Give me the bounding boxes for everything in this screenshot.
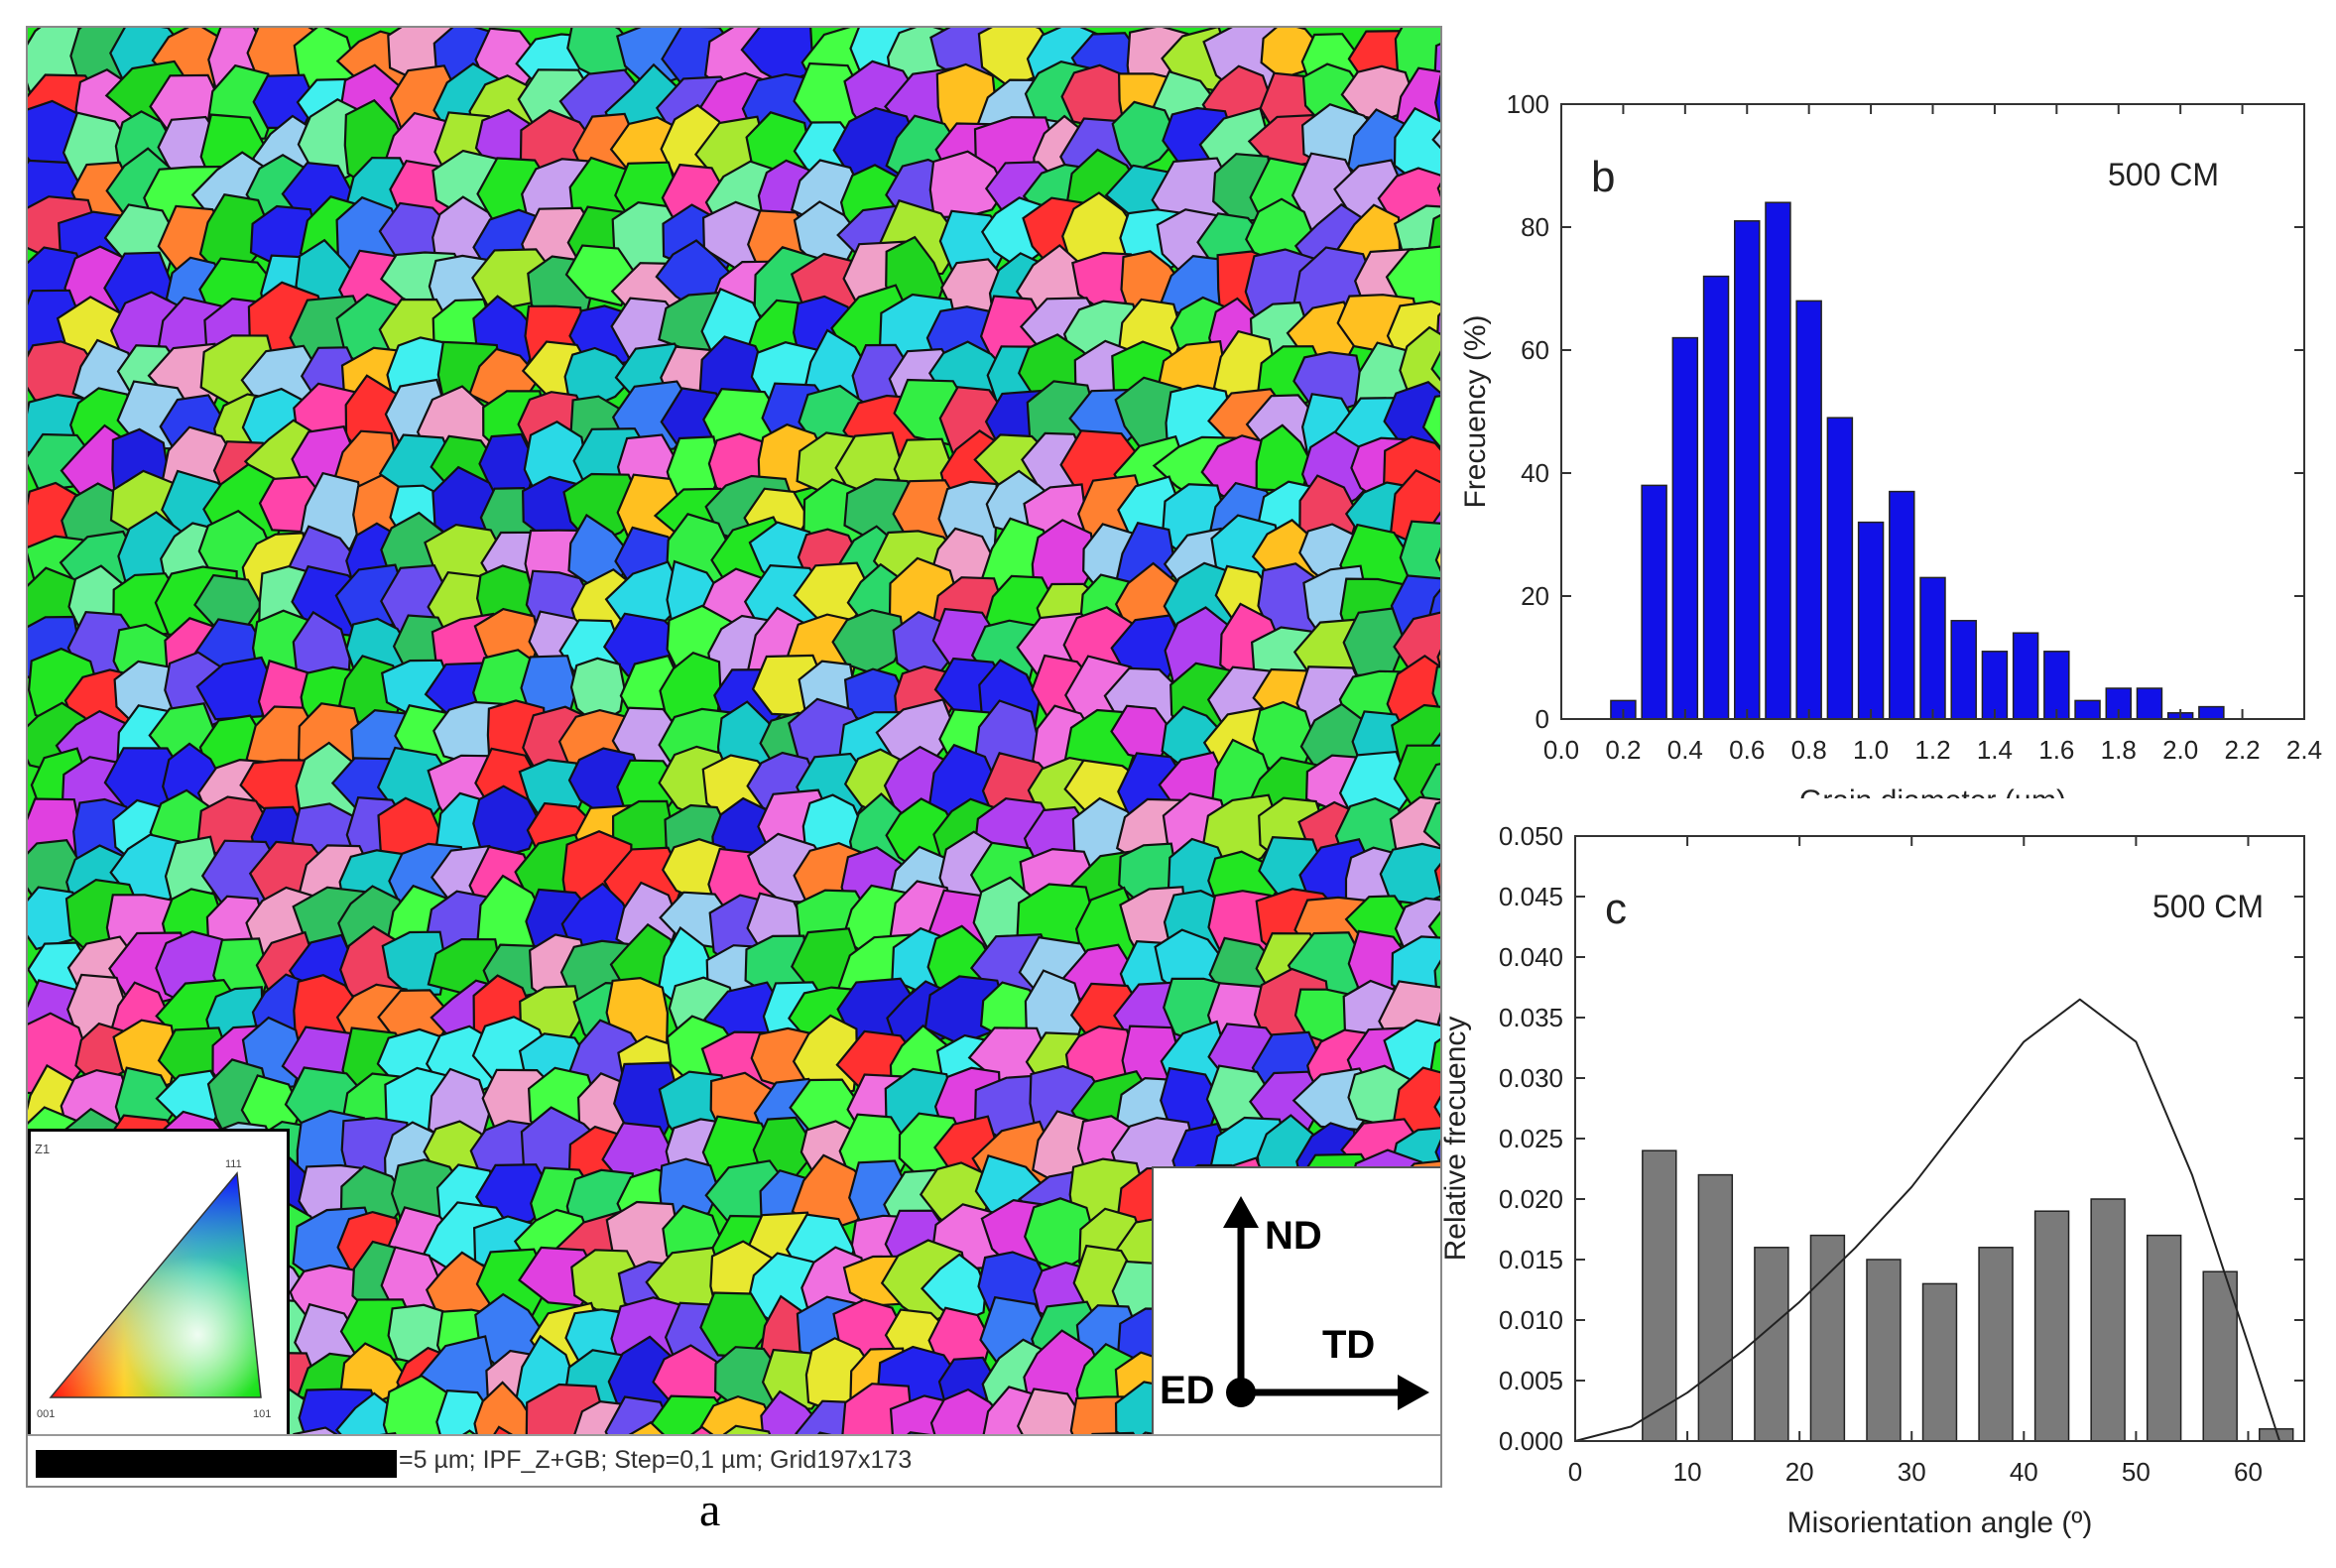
y-tick-label: 0.015 — [1499, 1245, 1563, 1274]
x-tick-label: 10 — [1673, 1457, 1702, 1487]
y-tick-label: 0.050 — [1499, 821, 1563, 851]
x-tick-label: 0.6 — [1729, 735, 1765, 765]
ebsd-map-panel: Z1 111 001 101 ND TD ED =5 µm; IPF_Z+GB;… — [26, 26, 1442, 1488]
bar — [1889, 490, 1915, 720]
scale-info-text: =5 µm; IPF_Z+GB; Step=0,1 µm; Grid197x17… — [399, 1446, 913, 1474]
y-tick-label: 100 — [1507, 89, 1549, 119]
bar — [2198, 705, 2225, 720]
bar — [1641, 484, 1667, 720]
bars — [1610, 201, 2225, 720]
x-tick-label: 40 — [2010, 1457, 2038, 1487]
x-tick-label: 0.4 — [1667, 735, 1703, 765]
y-tick-label: 0.020 — [1499, 1184, 1563, 1214]
bar — [2105, 687, 2132, 720]
ipf-color-legend: Z1 111 001 101 — [28, 1129, 290, 1438]
bar — [1921, 1282, 1958, 1442]
bar — [1765, 201, 1791, 720]
nd-label: ND — [1265, 1214, 1322, 1258]
y-tick-label: 60 — [1521, 335, 1549, 365]
bar — [2136, 687, 2163, 720]
td-arrow-head — [1398, 1375, 1429, 1410]
x-tick-label: 0.0 — [1543, 735, 1579, 765]
x-tick-label: 1.8 — [2101, 735, 2137, 765]
scale-bar — [36, 1450, 397, 1478]
ebsd-grain-map — [28, 28, 1440, 1434]
x-axis-label: Misorientation angle (º) — [1787, 1507, 2093, 1539]
bar — [2043, 651, 2070, 720]
bar — [1981, 651, 2009, 720]
y-tick-label: 0.025 — [1499, 1124, 1563, 1153]
y-tick-label: 0.005 — [1499, 1366, 1563, 1395]
bar — [1734, 220, 1761, 720]
bar — [1866, 1259, 1902, 1442]
bar — [1826, 417, 1854, 720]
bar — [1809, 1234, 1846, 1442]
y-tick-label: 0 — [1536, 704, 1549, 734]
bar — [2090, 1198, 2126, 1442]
bar — [2146, 1234, 2182, 1442]
bar — [1702, 275, 1730, 720]
bar — [1857, 521, 1885, 720]
bar — [1697, 1173, 1734, 1442]
distribution-curve — [1574, 998, 2281, 1442]
x-tick-label: 30 — [1898, 1457, 1926, 1487]
x-tick-label: 1.0 — [1853, 735, 1889, 765]
legend-corner-z1: Z1 — [35, 1142, 50, 1156]
x-tick-label: 0.2 — [1605, 735, 1641, 765]
y-tick-label: 80 — [1521, 212, 1549, 242]
bar — [1795, 300, 1822, 720]
misorientation-chart: 0 10 20 30 40 50 60 0.000 0.005 0.010 0.015 0.020 0.… — [1443, 821, 2305, 1539]
y-tick-label: 0.045 — [1499, 882, 1563, 911]
x-tick-label: 2.4 — [2286, 735, 2322, 765]
y-axis-label: Relative frecuency — [1443, 1017, 1472, 1262]
panel-letter: b — [1591, 153, 1615, 201]
td-label: TD — [1322, 1323, 1376, 1367]
bar — [1754, 1247, 1789, 1442]
legend-corner-001: 001 — [37, 1408, 55, 1420]
bar — [1978, 1247, 2014, 1442]
x-tick-label: 2.2 — [2225, 735, 2261, 765]
bar — [1919, 576, 1946, 720]
grain-cells — [28, 28, 1440, 1434]
panel-a-letter: a — [699, 1484, 721, 1536]
legend-corner-101: 101 — [253, 1408, 271, 1420]
y-tick-label: 0.010 — [1499, 1305, 1563, 1335]
x-tick-label: 1.6 — [2038, 735, 2074, 765]
sample-axes-box: ND TD ED — [1152, 1166, 1440, 1438]
x-tick-label: 50 — [2122, 1457, 2151, 1487]
bar — [2202, 1270, 2238, 1442]
scale-strip: =5 µm; IPF_Z+GB; Step=0,1 µm; Grid197x17… — [28, 1434, 1440, 1486]
x-axis-label: Grain diameter (µm) — [1799, 784, 2066, 798]
x-tick-label: 1.2 — [1914, 735, 1950, 765]
x-tick-label: 0 — [1568, 1457, 1582, 1487]
y-tick-label: 0.000 — [1499, 1426, 1563, 1456]
annotation-label: 500 CM — [2108, 157, 2219, 192]
x-tick-label: 0.8 — [1791, 735, 1827, 765]
legend-corner-111: 111 — [225, 1158, 242, 1170]
panel-letter: c — [1605, 885, 1627, 933]
y-axis-label: Frecuency (%) — [1459, 314, 1492, 508]
y-tick-label: 40 — [1521, 458, 1549, 488]
ed-dot — [1226, 1378, 1256, 1407]
y-tick-label: 0.030 — [1499, 1063, 1563, 1093]
nd-arrow-head — [1223, 1196, 1259, 1228]
grain-diameter-chart: 0.0 0.2 0.4 0.6 0.8 1.0 1.2 1.4 1.6 1.8 2.0 2.2 2.4 0… — [1459, 89, 2322, 798]
bar — [2074, 699, 2101, 720]
y-tick-label: 0.040 — [1499, 942, 1563, 972]
bar — [2033, 1210, 2070, 1442]
bar — [1642, 1149, 1677, 1442]
bars — [1642, 1149, 2294, 1442]
bar — [1671, 336, 1699, 720]
x-tick-label: 2.0 — [2162, 735, 2198, 765]
annotation-label: 500 CM — [2152, 889, 2264, 924]
ed-label: ED — [1160, 1369, 1215, 1412]
bar — [2012, 632, 2039, 720]
y-tick-label: 0.035 — [1499, 1003, 1563, 1032]
x-tick-label: 60 — [2234, 1457, 2263, 1487]
bar — [1950, 620, 1977, 720]
y-tick-label: 20 — [1521, 581, 1549, 611]
x-tick-label: 1.4 — [1977, 735, 2013, 765]
x-tick-label: 20 — [1785, 1457, 1814, 1487]
